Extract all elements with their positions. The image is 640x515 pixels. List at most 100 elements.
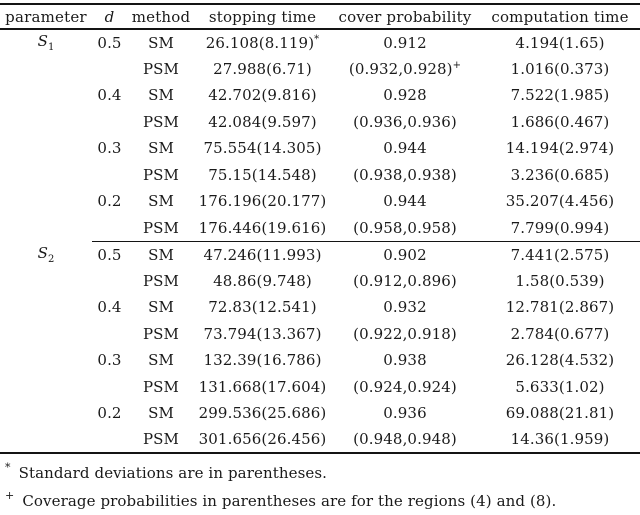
parameter-symbol: S bbox=[38, 244, 48, 262]
parameter-cell bbox=[0, 347, 92, 374]
stopping-time-value: 73.794(13.367) bbox=[203, 325, 321, 343]
computation-time-cell: 4.194(1.65) bbox=[480, 29, 640, 56]
computation-time-cell: 2.784(0.677) bbox=[480, 321, 640, 348]
computation-time-cell: 1.58(0.539) bbox=[480, 268, 640, 295]
d-cell: 0.2 bbox=[92, 188, 127, 215]
cover-probability-value: 0.932 bbox=[383, 298, 426, 316]
cover-probability-value: 0.936 bbox=[383, 404, 426, 422]
method-cell: PSM bbox=[127, 427, 195, 454]
table-row: S1 0.5 SM 26.108(8.119)* 0.912 4.194(1.6… bbox=[0, 29, 640, 56]
d-cell bbox=[92, 427, 127, 454]
d-cell: 0.2 bbox=[92, 400, 127, 427]
stopping-time-value: 301.656(26.456) bbox=[199, 430, 327, 448]
parameter-cell bbox=[0, 109, 92, 136]
cover-probability-cell: (0.936,0.936) bbox=[330, 109, 480, 136]
d-cell bbox=[92, 215, 127, 242]
stopping-time-value: 176.446(19.616) bbox=[199, 219, 327, 237]
method-cell: SM bbox=[127, 29, 195, 56]
cover-probability-cell: (0.932,0.928)+ bbox=[330, 56, 480, 83]
parameter-cell bbox=[0, 294, 92, 321]
stopping-time-cell: 75.554(14.305) bbox=[195, 135, 330, 162]
parameter-cell bbox=[0, 321, 92, 348]
computation-time-cell: 35.207(4.456) bbox=[480, 188, 640, 215]
d-cell bbox=[92, 374, 127, 401]
col-header-cover-probability: cover probability bbox=[330, 4, 480, 29]
method-cell: SM bbox=[127, 294, 195, 321]
cover-probability-cell: 0.928 bbox=[330, 82, 480, 109]
col-header-stopping-time: stopping time bbox=[195, 4, 330, 29]
cover-probability-cell: (0.922,0.918) bbox=[330, 321, 480, 348]
d-cell: 0.3 bbox=[92, 135, 127, 162]
parameter-subscript: 1 bbox=[48, 42, 54, 53]
d-cell bbox=[92, 109, 127, 136]
computation-time-cell: 7.441(2.575) bbox=[480, 241, 640, 268]
table-row: PSM 75.15(14.548) (0.938,0.938) 3.236(0.… bbox=[0, 162, 640, 189]
cover-probability-cell: (0.924,0.924) bbox=[330, 374, 480, 401]
cover-probability-value: 0.912 bbox=[383, 34, 426, 52]
computation-time-cell: 1.016(0.373) bbox=[480, 56, 640, 83]
plus-marker: + bbox=[5, 489, 14, 502]
col-header-parameter: parameter bbox=[0, 4, 92, 29]
col-header-computation-time: computation time bbox=[480, 4, 640, 29]
computation-time-cell: 26.128(4.532) bbox=[480, 347, 640, 374]
computation-time-cell: 12.781(2.867) bbox=[480, 294, 640, 321]
method-cell: SM bbox=[127, 82, 195, 109]
computation-time-cell: 7.799(0.994) bbox=[480, 215, 640, 242]
table-row: PSM 131.668(17.604) (0.924,0.924) 5.633(… bbox=[0, 374, 640, 401]
cover-probability-superscript: + bbox=[453, 60, 461, 71]
method-cell: SM bbox=[127, 135, 195, 162]
stopping-time-value: 27.988(6.71) bbox=[213, 60, 312, 78]
table-row: 0.2 SM 176.196(20.177) 0.944 35.207(4.45… bbox=[0, 188, 640, 215]
stopping-time-cell: 176.446(19.616) bbox=[195, 215, 330, 242]
computation-time-cell: 3.236(0.685) bbox=[480, 162, 640, 189]
parameter-cell bbox=[0, 56, 92, 83]
footnote-text: Standard deviations are in parentheses. bbox=[19, 464, 327, 482]
footnote-coverage-probabilities: + Coverage probabilities in parentheses a… bbox=[5, 488, 640, 515]
cover-probability-value: (0.938,0.938) bbox=[353, 166, 457, 184]
stopping-time-value: 72.83(12.541) bbox=[208, 298, 316, 316]
stopping-time-cell: 132.39(16.786) bbox=[195, 347, 330, 374]
stopping-time-value: 48.86(9.748) bbox=[213, 272, 312, 290]
cover-probability-value: 0.944 bbox=[383, 192, 426, 210]
cover-probability-value: (0.948,0.948) bbox=[353, 430, 457, 448]
cover-probability-value: (0.936,0.936) bbox=[353, 113, 457, 131]
parameter-symbol: S bbox=[38, 32, 48, 50]
stopping-time-value: 299.536(25.686) bbox=[199, 404, 327, 422]
cover-probability-value: (0.924,0.924) bbox=[353, 378, 457, 396]
stopping-time-value: 75.554(14.305) bbox=[203, 139, 321, 157]
stopping-time-cell: 301.656(26.456) bbox=[195, 427, 330, 454]
table-row: 0.3 SM 132.39(16.786) 0.938 26.128(4.532… bbox=[0, 347, 640, 374]
cover-probability-cell: (0.958,0.958) bbox=[330, 215, 480, 242]
header-row: parameter d method stopping time cover p… bbox=[0, 4, 640, 29]
cover-probability-cell: 0.938 bbox=[330, 347, 480, 374]
method-cell: SM bbox=[127, 347, 195, 374]
stopping-time-value: 75.15(14.548) bbox=[208, 166, 316, 184]
parameter-cell bbox=[0, 427, 92, 454]
cover-probability-cell: 0.944 bbox=[330, 135, 480, 162]
computation-time-cell: 69.088(21.81) bbox=[480, 400, 640, 427]
parameter-cell bbox=[0, 268, 92, 295]
table-row: PSM 73.794(13.367) (0.922,0.918) 2.784(0… bbox=[0, 321, 640, 348]
method-cell: PSM bbox=[127, 374, 195, 401]
footnote-text: Coverage probabilities in parentheses ar… bbox=[22, 492, 556, 510]
d-cell bbox=[92, 321, 127, 348]
stopping-time-cell: 176.196(20.177) bbox=[195, 188, 330, 215]
asterisk-marker: * bbox=[5, 461, 11, 474]
stopping-time-cell: 48.86(9.748) bbox=[195, 268, 330, 295]
cover-probability-value: (0.932,0.928) bbox=[349, 60, 453, 78]
parameter-cell bbox=[0, 215, 92, 242]
parameter-cell bbox=[0, 374, 92, 401]
stopping-time-value: 42.084(9.597) bbox=[208, 113, 316, 131]
stopping-time-cell: 47.246(11.993) bbox=[195, 241, 330, 268]
table-row: PSM 48.86(9.748) (0.912,0.896) 1.58(0.53… bbox=[0, 268, 640, 295]
d-cell bbox=[92, 162, 127, 189]
cover-probability-cell: 0.944 bbox=[330, 188, 480, 215]
stopping-time-value: 42.702(9.816) bbox=[208, 86, 316, 104]
cover-probability-value: (0.958,0.958) bbox=[353, 219, 457, 237]
cover-probability-value: (0.912,0.896) bbox=[353, 272, 457, 290]
footnotes: * Standard deviations are in parentheses.… bbox=[0, 460, 640, 515]
method-cell: PSM bbox=[127, 109, 195, 136]
method-cell: PSM bbox=[127, 215, 195, 242]
table-row: PSM 42.084(9.597) (0.936,0.936) 1.686(0.… bbox=[0, 109, 640, 136]
cover-probability-value: 0.938 bbox=[383, 351, 426, 369]
